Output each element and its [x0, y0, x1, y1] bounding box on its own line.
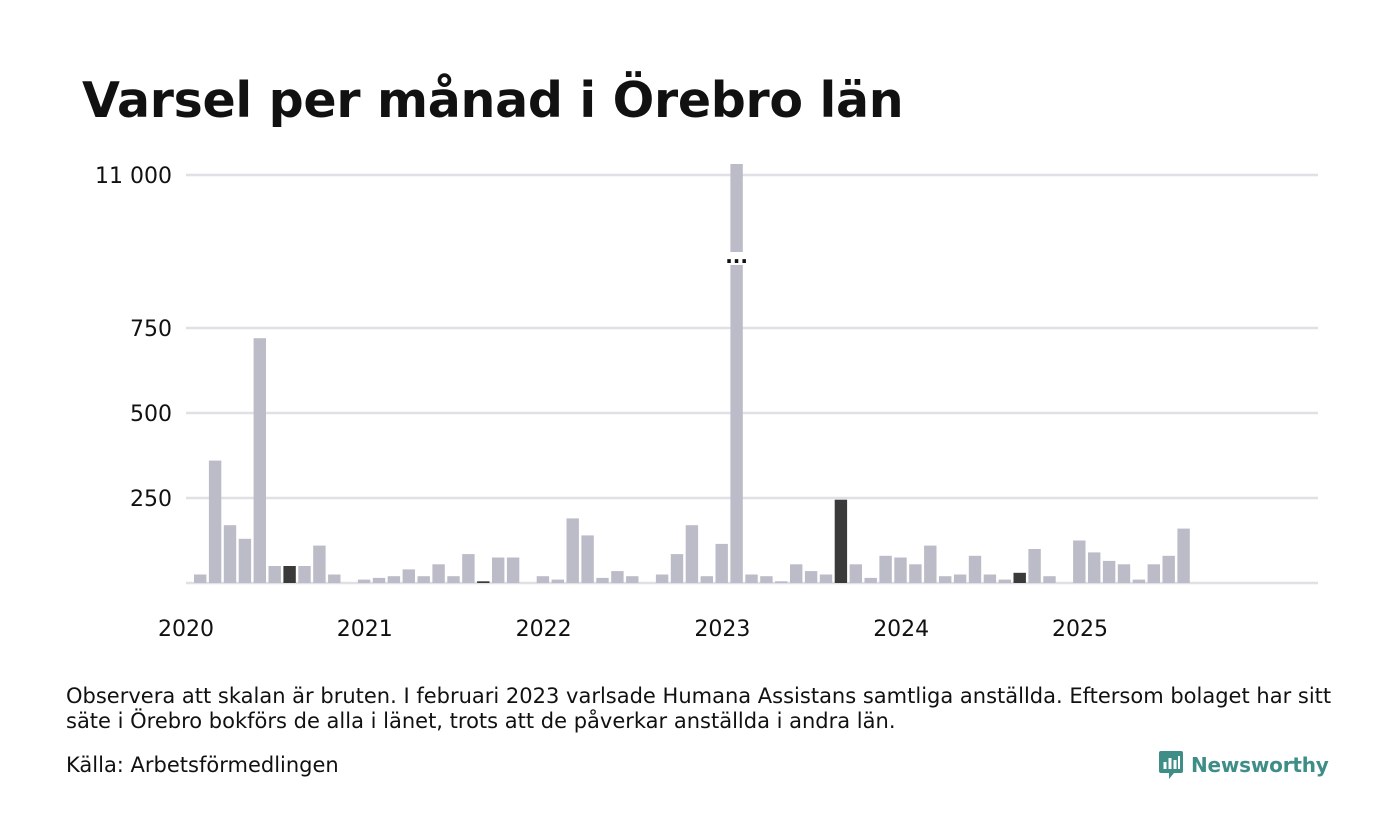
- source-credit: Källa: Arbetsförmedlingen: [66, 753, 339, 777]
- newsworthy-brand: Newsworthy: [1158, 748, 1329, 782]
- bar: [462, 554, 475, 583]
- bar: [596, 577, 609, 583]
- bar: [298, 566, 311, 583]
- x-tick-label: 2025: [1052, 617, 1108, 642]
- bar: [417, 576, 430, 583]
- bar: [357, 579, 371, 583]
- bar: [372, 577, 386, 583]
- bar: [745, 574, 758, 583]
- bar: [626, 576, 639, 583]
- bar: [1043, 576, 1056, 583]
- x-tick-label: 2020: [158, 617, 214, 642]
- bar: [1117, 564, 1131, 583]
- bar: [834, 499, 848, 583]
- bar: [715, 543, 728, 583]
- y-tick-label: 750: [130, 317, 172, 342]
- bar: [1162, 555, 1175, 583]
- newsworthy-logo-icon: [1159, 751, 1183, 779]
- bar: [536, 576, 550, 583]
- axis-break-marker: ...: [725, 244, 748, 268]
- bar: [447, 576, 460, 583]
- bar: [581, 535, 594, 583]
- bar: [685, 525, 699, 583]
- bar: [968, 555, 982, 583]
- bar: [268, 566, 281, 583]
- bar: [864, 577, 877, 583]
- bar: [700, 576, 713, 583]
- bar: [655, 574, 669, 583]
- bar: [238, 538, 252, 583]
- x-tick-label: 2022: [516, 617, 572, 642]
- x-tick-label: 2023: [694, 617, 750, 642]
- x-tick-label: 2021: [337, 617, 393, 642]
- y-tick-label: 11 000: [95, 164, 172, 189]
- bar: [208, 460, 222, 583]
- bar: [879, 555, 892, 583]
- bar: [819, 574, 833, 583]
- bar-chart: 250 500 750 11 000... 2020 2021 2022 2023 2024 20…: [95, 164, 1318, 642]
- bar: [328, 574, 341, 583]
- bar: [194, 574, 207, 583]
- y-tick-label: 500: [130, 402, 172, 427]
- bar: [1073, 540, 1086, 583]
- chart-title: Varsel per månad i Örebro län: [82, 72, 904, 129]
- bar: [790, 564, 803, 583]
- bar: [894, 557, 907, 583]
- bar: [223, 525, 237, 583]
- bar: [998, 579, 1011, 583]
- bar: [953, 574, 967, 583]
- bar: [730, 164, 743, 252]
- bar: [477, 581, 490, 583]
- chart-note: Observera att skalan är bruten. I februa…: [66, 684, 1332, 733]
- bar: [849, 564, 862, 583]
- bar: [909, 564, 922, 583]
- bar: [775, 581, 788, 583]
- bar: [1088, 552, 1101, 583]
- bar: [1147, 564, 1160, 583]
- bar: [402, 569, 415, 583]
- bar: [387, 576, 401, 583]
- bar: [566, 518, 579, 583]
- bar: [924, 545, 937, 583]
- bar: [313, 545, 326, 583]
- y-tick-label: 250: [130, 487, 172, 512]
- bar: [760, 576, 773, 583]
- x-tick-label: 2024: [873, 617, 929, 642]
- bar: [492, 557, 505, 583]
- bar: [1102, 560, 1116, 583]
- bar: [804, 571, 818, 583]
- bar: [253, 338, 266, 583]
- bar: [1132, 579, 1146, 583]
- bar: [283, 566, 296, 583]
- bar: [1013, 572, 1026, 583]
- bar: [983, 574, 997, 583]
- bar: [432, 564, 445, 583]
- bar: [670, 554, 684, 583]
- bar: [730, 265, 743, 583]
- bar: [551, 579, 564, 583]
- bar: [1177, 528, 1190, 583]
- bar: [611, 571, 624, 583]
- bar: [939, 576, 952, 583]
- bar: [506, 557, 520, 583]
- brand-name: Newsworthy: [1191, 753, 1329, 777]
- bar: [1028, 549, 1041, 583]
